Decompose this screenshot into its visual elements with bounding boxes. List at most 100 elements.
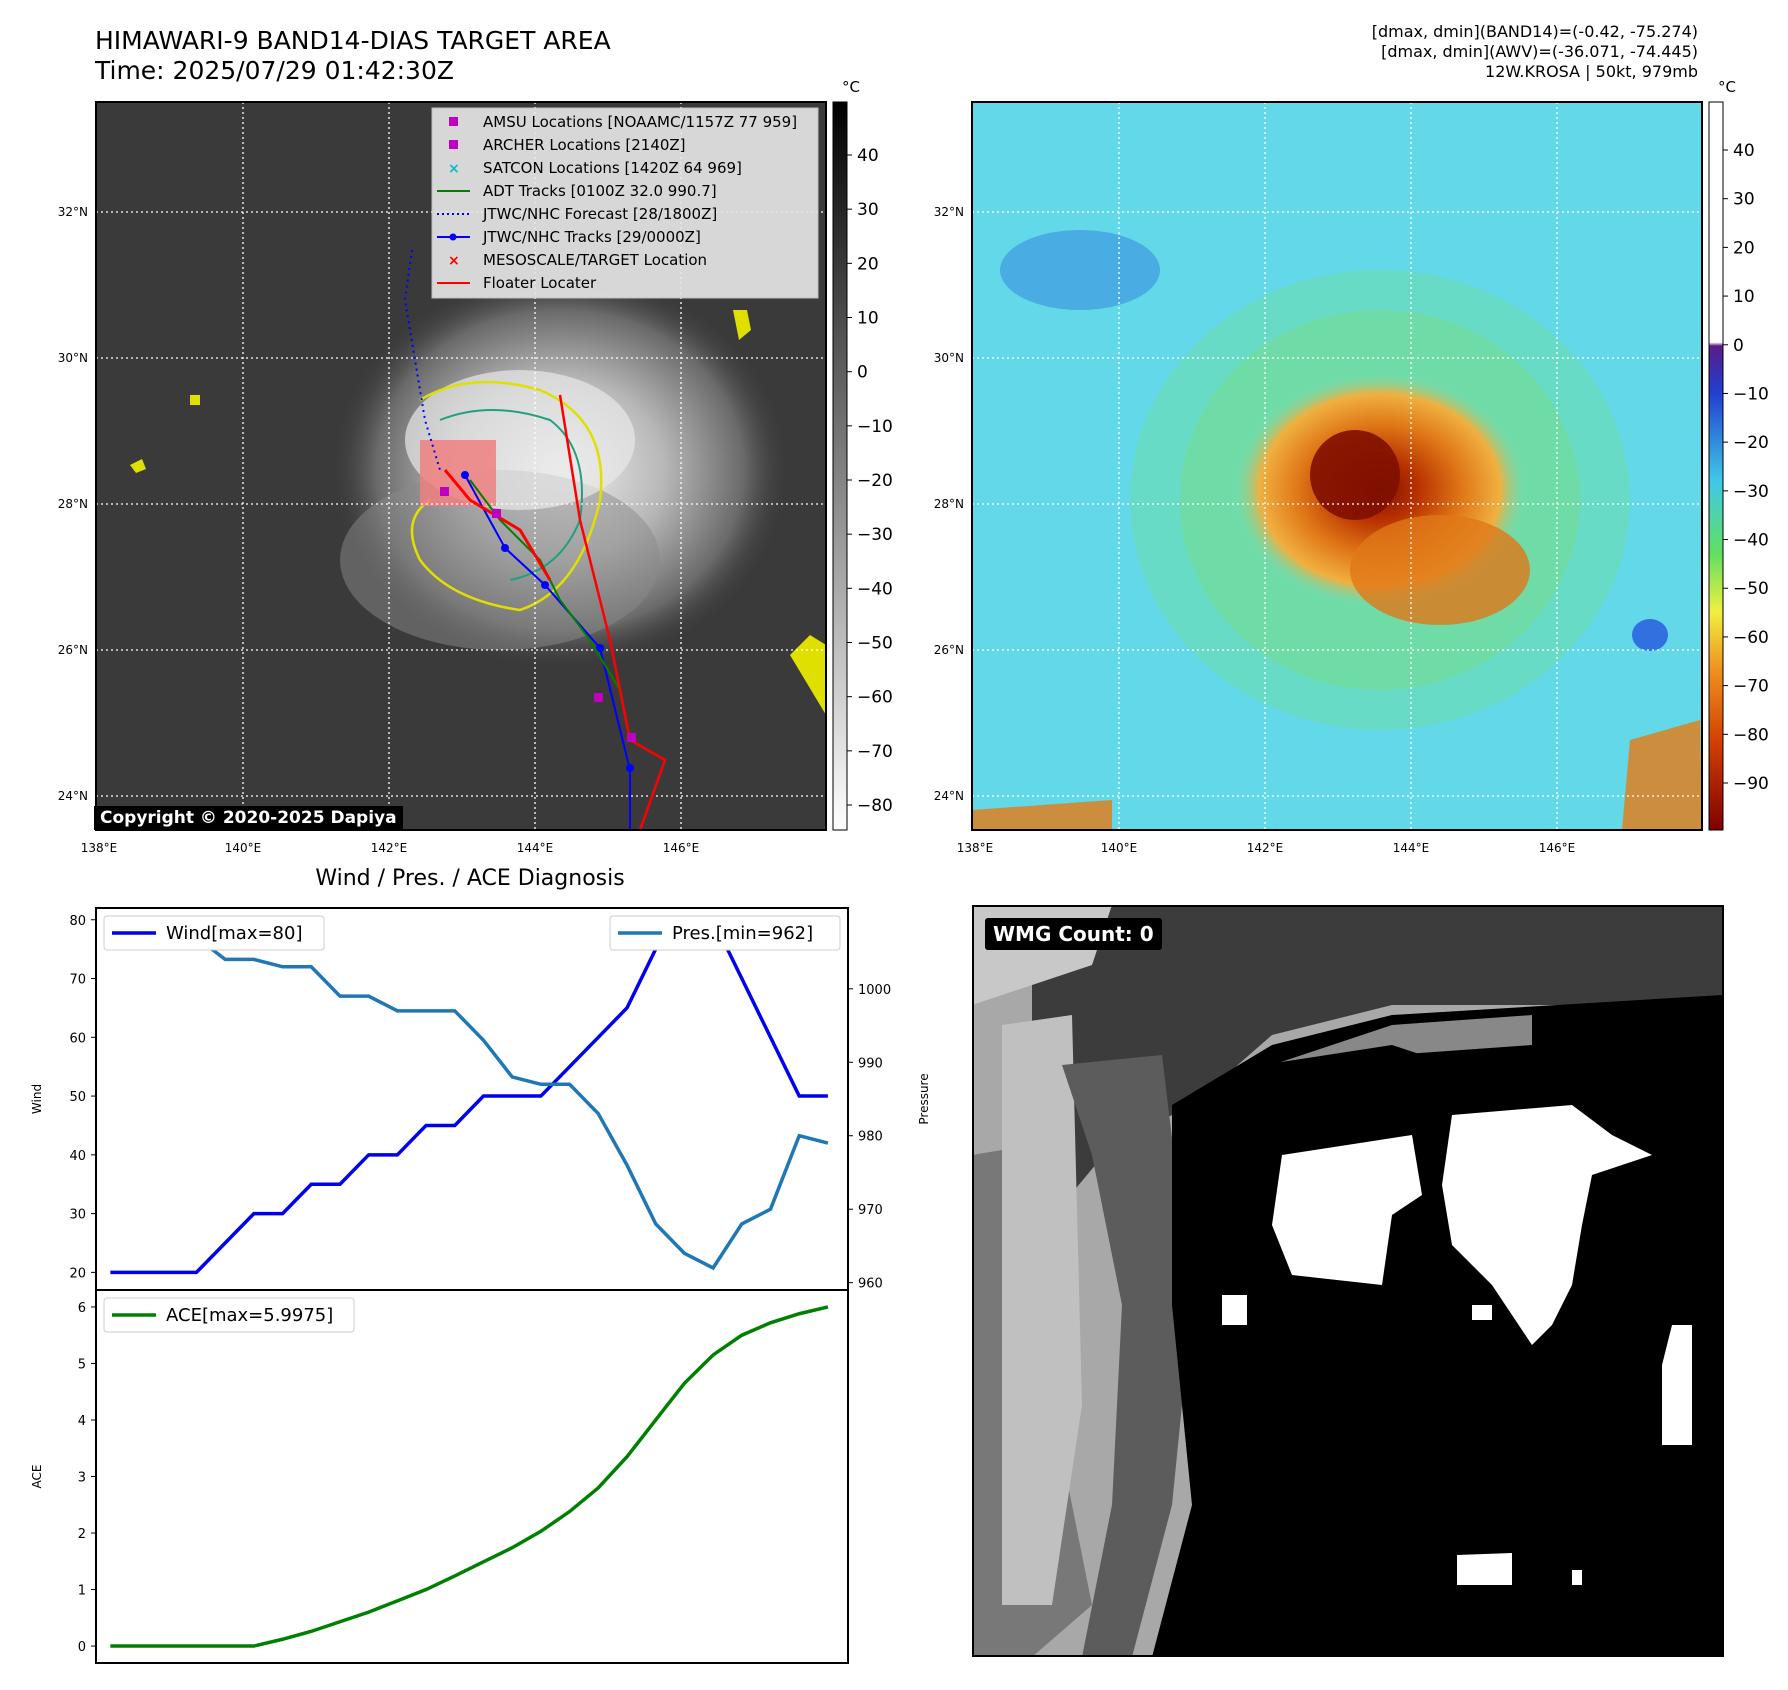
awv-colorbar-label: 30 <box>1733 190 1755 210</box>
legend-marker-square <box>449 117 458 126</box>
y-tick-label: 1 <box>78 1584 86 1599</box>
y-right-axis-label: Pressure <box>917 1073 931 1124</box>
series-line <box>110 1305 829 1648</box>
lon-tick-label: 142°E <box>1247 841 1284 855</box>
awv-colorbar-label: −20 <box>1733 433 1769 453</box>
wmg-panel <box>972 905 1724 1657</box>
copyright-label: Copyright © 2020-2025 Dapiya <box>94 806 403 830</box>
y-tick-label: 0 <box>78 1640 86 1655</box>
y-tick-label: 6 <box>78 1301 86 1316</box>
legend-box <box>609 915 841 951</box>
y-tick-label: 4 <box>78 1414 86 1429</box>
lon-tick-label: 138°E <box>81 841 118 855</box>
figure-timestamp: Time: 2025/07/29 01:42:30Z <box>95 56 454 85</box>
legend-label: ADT Tracks [0100Z 32.0 990.7] <box>483 182 717 200</box>
gray-colorbar-label: −60 <box>857 688 893 708</box>
lat-tick-label: 30°N <box>58 351 88 365</box>
legend-label: ACE[max=5.9975] <box>166 1305 333 1326</box>
legend-label: MESOSCALE/TARGET Location <box>483 251 707 269</box>
floater-locater <box>558 394 667 831</box>
y-right-tick-label: 970 <box>858 1203 883 1218</box>
y-tick-label: 2 <box>78 1527 86 1542</box>
band14-range: [dmax, dmin](BAND14)=(-0.42, -75.274) <box>1371 22 1698 41</box>
lon-tick-label: 144°E <box>1393 841 1430 855</box>
y-right-tick-label: 990 <box>858 1056 883 1071</box>
y-axis-label: Wind <box>30 1084 44 1114</box>
legend-marker-x: × <box>448 253 460 269</box>
y-tick-label: 70 <box>69 973 86 988</box>
awv-colorbar-label: −40 <box>1733 531 1769 551</box>
chart-title: Wind / Pres. / ACE Diagnosis <box>315 866 624 891</box>
y-tick-label: 20 <box>69 1266 86 1281</box>
diagnosis-charts: Wind / Pres. / ACE Diagnosis 20304050607… <box>30 866 931 1664</box>
awv-colorbar-label: 10 <box>1733 287 1755 307</box>
awv-colorbar-label: 0 <box>1733 336 1744 356</box>
legend-label: JTWC/NHC Tracks [29/0000Z] <box>482 228 701 246</box>
lon-tick-label: 140°E <box>225 841 262 855</box>
gray-colorbar <box>832 101 848 831</box>
gray-colorbar-label: −80 <box>857 796 893 816</box>
awv-colorbar-label: 20 <box>1733 238 1755 258</box>
legend-marker-x: × <box>448 161 460 177</box>
legend-label: JTWC/NHC Forecast [28/1800Z] <box>482 205 717 223</box>
legend-label: SATCON Locations [1420Z 64 969] <box>483 159 742 177</box>
gray-colorbar-label: 0 <box>857 363 868 383</box>
gray-colorbar-label: −10 <box>857 417 893 437</box>
legend-label: ARCHER Locations [2140Z] <box>483 136 686 154</box>
y-tick-label: 5 <box>78 1357 86 1372</box>
y-tick-label: 3 <box>78 1471 86 1486</box>
legend-label: Floater Locater <box>483 274 597 292</box>
awv-colorbar-label: −60 <box>1733 628 1769 648</box>
series-line <box>110 918 828 1275</box>
target-area-box <box>420 440 496 506</box>
gray-colorbar-label: −30 <box>857 525 893 545</box>
legend-label: AMSU Locations [NOAAMC/1157Z 77 959] <box>483 113 797 131</box>
awv-colorbar-label: −30 <box>1733 482 1769 502</box>
lon-tick-label: 138°E <box>957 841 994 855</box>
y-right-tick-label: 1000 <box>858 983 891 998</box>
gray-colorbar-label: 30 <box>857 200 879 220</box>
legend-marker-dot <box>449 233 457 241</box>
figure-title: HIMAWARI-9 BAND14-DIAS TARGET AREA <box>95 26 611 55</box>
y-right-tick-label: 960 <box>858 1277 883 1292</box>
awv-colorbar-label: −10 <box>1733 384 1769 404</box>
lat-tick-label: 24°N <box>934 789 964 803</box>
map-legend: AMSU Locations [NOAAMC/1157Z 77 959] ARCH… <box>431 107 819 299</box>
gray-colorbar-label: −40 <box>857 579 893 599</box>
awv-colorbar-unit: °C <box>1718 78 1736 96</box>
y-tick-label: 80 <box>69 914 86 929</box>
y-tick-label: 30 <box>69 1208 86 1223</box>
lon-tick-label: 146°E <box>663 841 700 855</box>
awv-range: [dmax, dmin](AWV)=(-36.071, -74.445) <box>1381 42 1698 61</box>
storm-info: [dmax, dmin](BAND14)=(-0.42, -75.274) [d… <box>1372 22 1698 82</box>
y-tick-label: 50 <box>69 1090 86 1105</box>
y-right-tick-label: 980 <box>858 1130 883 1145</box>
cloud-contour-yellow <box>410 380 603 612</box>
gray-colorbar-unit: °C <box>842 78 860 96</box>
gray-colorbar-label: 10 <box>857 309 879 329</box>
lat-tick-label: 28°N <box>58 497 88 511</box>
gray-colorbar-label: −70 <box>857 742 893 762</box>
gray-colorbar-label: 20 <box>857 254 879 274</box>
legend-label: Wind[max=80] <box>166 923 303 944</box>
lon-tick-label: 142°E <box>371 841 408 855</box>
awv-gridlines <box>972 102 1702 830</box>
awv-colorbar <box>1708 101 1724 831</box>
gray-colorbar-label: 40 <box>857 146 879 166</box>
y-tick-label: 40 <box>69 1149 86 1164</box>
lat-tick-label: 26°N <box>934 643 964 657</box>
awv-colorbar-label: −80 <box>1733 725 1769 745</box>
lon-tick-label: 140°E <box>1101 841 1138 855</box>
cloud-contour-teal <box>439 409 583 581</box>
series-line <box>110 935 829 1271</box>
lon-tick-label: 144°E <box>517 841 554 855</box>
awv-colorbar-label: 40 <box>1733 141 1755 161</box>
legend-marker-square <box>449 140 458 149</box>
lat-tick-label: 28°N <box>934 497 964 511</box>
lon-tick-label: 146°E <box>1539 841 1576 855</box>
legend-box <box>103 1297 355 1333</box>
gray-colorbar-label: −50 <box>857 634 893 654</box>
awv-colorbar-label: −90 <box>1733 774 1769 794</box>
storm-id: 12W.KROSA | 50kt, 979mb <box>1485 62 1698 81</box>
legend-label: Pres.[min=962] <box>672 923 813 944</box>
